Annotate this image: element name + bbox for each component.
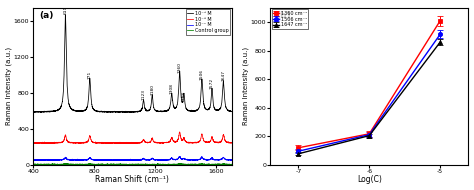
- Text: 1572: 1572: [210, 78, 214, 89]
- Control group: [115, 163, 121, 165]
- Line: 10⁻⁶ M: 10⁻⁶ M: [33, 132, 231, 144]
- Text: 611: 611: [64, 6, 67, 14]
- Control group: [53, 163, 59, 165]
- 10⁻⁶ M: [115, 142, 121, 144]
- 10⁻⁵ M: [107, 111, 112, 113]
- 10⁻⁵ M: [63, 13, 68, 16]
- X-axis label: Log(C): Log(C): [357, 175, 382, 184]
- Control group: [177, 162, 183, 165]
- Y-axis label: Raman Intensity (a.u.): Raman Intensity (a.u.): [243, 47, 249, 125]
- Text: 1360: 1360: [178, 62, 182, 73]
- Control group: [65, 163, 71, 165]
- 10⁻⁵ M: [203, 108, 209, 110]
- 10⁻⁷ M: [53, 159, 59, 161]
- 10⁻⁶ M: [53, 142, 59, 144]
- Y-axis label: Raman Intensity (a.u.): Raman Intensity (a.u.): [6, 47, 12, 125]
- 10⁻⁷ M: [65, 158, 71, 161]
- 10⁻⁶ M: [203, 141, 209, 143]
- X-axis label: Raman Shift (cm⁻¹): Raman Shift (cm⁻¹): [95, 175, 169, 184]
- Text: 1506: 1506: [200, 69, 204, 80]
- 10⁻⁵ M: [53, 110, 59, 112]
- 10⁻⁷ M: [177, 155, 182, 158]
- Line: 10⁻⁵ M: 10⁻⁵ M: [33, 15, 231, 112]
- Text: (b): (b): [276, 11, 291, 20]
- 10⁻⁵ M: [225, 109, 230, 111]
- Legend: 10⁻⁵ M, 10⁻⁶ M, 10⁻⁷ M, Control group: 10⁻⁵ M, 10⁻⁶ M, 10⁻⁷ M, Control group: [186, 10, 230, 35]
- 10⁻⁵ M: [228, 110, 234, 113]
- Text: 1123: 1123: [142, 89, 146, 100]
- Control group: [107, 163, 112, 165]
- Text: (a): (a): [39, 11, 54, 20]
- Text: 1388: 1388: [182, 91, 186, 102]
- Text: 1308: 1308: [170, 83, 173, 94]
- 10⁻⁶ M: [177, 131, 182, 133]
- Text: 1647: 1647: [221, 70, 226, 82]
- Text: 1180: 1180: [150, 84, 154, 95]
- Legend: 1360 cm⁻¹, 1506 cm⁻¹, 1647 cm⁻¹: 1360 cm⁻¹, 1506 cm⁻¹, 1647 cm⁻¹: [272, 10, 308, 29]
- 10⁻⁵ M: [115, 111, 121, 113]
- 10⁻⁶ M: [225, 142, 230, 144]
- 10⁻⁷ M: [115, 159, 121, 161]
- Line: Control group: Control group: [33, 163, 231, 165]
- 10⁻⁵ M: [65, 93, 71, 96]
- 10⁻⁷ M: [30, 158, 36, 161]
- 10⁻⁵ M: [127, 111, 133, 114]
- 10⁻⁷ M: [107, 159, 112, 161]
- Control group: [203, 163, 209, 166]
- 10⁻⁷ M: [225, 159, 230, 161]
- Control group: [228, 164, 234, 166]
- 10⁻⁷ M: [228, 159, 234, 161]
- 10⁻⁷ M: [203, 159, 209, 161]
- 10⁻⁶ M: [128, 142, 133, 145]
- 10⁻⁵ M: [30, 110, 36, 113]
- Control group: [33, 164, 38, 166]
- 10⁻⁷ M: [121, 160, 127, 162]
- 10⁻⁶ M: [107, 142, 112, 144]
- Control group: [225, 163, 230, 165]
- 10⁻⁶ M: [30, 142, 36, 144]
- 10⁻⁶ M: [228, 142, 234, 144]
- 10⁻⁶ M: [65, 140, 71, 142]
- Text: 771: 771: [88, 70, 92, 79]
- Control group: [30, 163, 36, 165]
- Line: 10⁻⁷ M: 10⁻⁷ M: [33, 156, 231, 161]
